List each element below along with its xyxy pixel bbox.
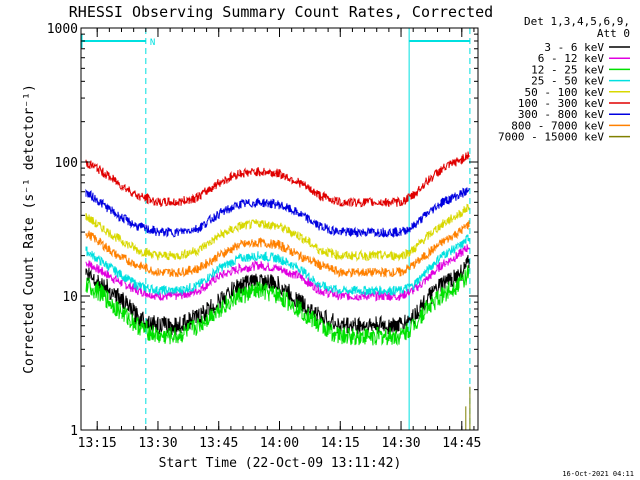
series-line-7 xyxy=(85,220,470,278)
legend-title-line-2: Att 0 xyxy=(597,27,630,40)
generated-timestamp: 16-Oct-2021 04:11 xyxy=(562,470,634,478)
x-tick-label-6: 14:45 xyxy=(442,436,481,451)
series-line-2 xyxy=(85,265,470,347)
series-line-3 xyxy=(85,233,470,297)
legend-label-5: 100 - 300 keV xyxy=(518,97,604,110)
legend-label-2: 12 - 25 keV xyxy=(531,63,604,76)
series-line-8 xyxy=(465,386,471,430)
series-line-4 xyxy=(85,203,470,263)
y-tick-label-2: 100 xyxy=(55,156,78,171)
y-tick-label-1: 10 xyxy=(62,290,78,305)
legend-label-6: 300 - 800 keV xyxy=(518,108,604,121)
series-line-6 xyxy=(85,187,470,239)
x-tick-label-2: 13:45 xyxy=(199,436,238,451)
chart-title: RHESSI Observing Summary Count Rates, Co… xyxy=(69,3,493,21)
y-axis: 1 10 100 1000 xyxy=(47,22,478,439)
plot-frame xyxy=(80,27,479,431)
legend-title-line-1: Det 1,3,4,5,6,9, xyxy=(524,15,630,28)
x-tick-label-0: 13:15 xyxy=(78,436,117,451)
y-tick-label-3: 1000 xyxy=(47,22,78,37)
y-tick-label-0: 1 xyxy=(70,424,78,439)
legend-label-4: 50 - 100 keV xyxy=(525,86,605,99)
x-tick-label-3: 14:00 xyxy=(260,436,299,451)
x-axis-label: Start Time (22-Oct-09 13:11:42) xyxy=(159,456,402,471)
legend-label-8: 7000 - 15000 keV xyxy=(498,131,604,144)
series-line-5 xyxy=(85,151,470,208)
night-marker-label: N xyxy=(150,38,155,48)
x-tick-label-5: 14:30 xyxy=(381,436,420,451)
legend-label-0: 3 - 6 keV xyxy=(544,41,604,54)
series-layer xyxy=(85,151,471,430)
x-tick-label-4: 14:15 xyxy=(321,436,360,451)
legend-label-1: 6 - 12 keV xyxy=(538,52,605,65)
x-tick-label-1: 13:30 xyxy=(138,436,177,451)
legend-label-7: 800 - 7000 keV xyxy=(511,119,604,132)
x-axis: 13:15 13:30 13:45 14:00 14:15 14:30 14:45 xyxy=(78,28,481,451)
legend-label-3: 25 - 50 keV xyxy=(531,75,604,88)
y-axis-label: Corrected Count Rate (s⁻¹ detector⁻¹) xyxy=(22,84,37,374)
